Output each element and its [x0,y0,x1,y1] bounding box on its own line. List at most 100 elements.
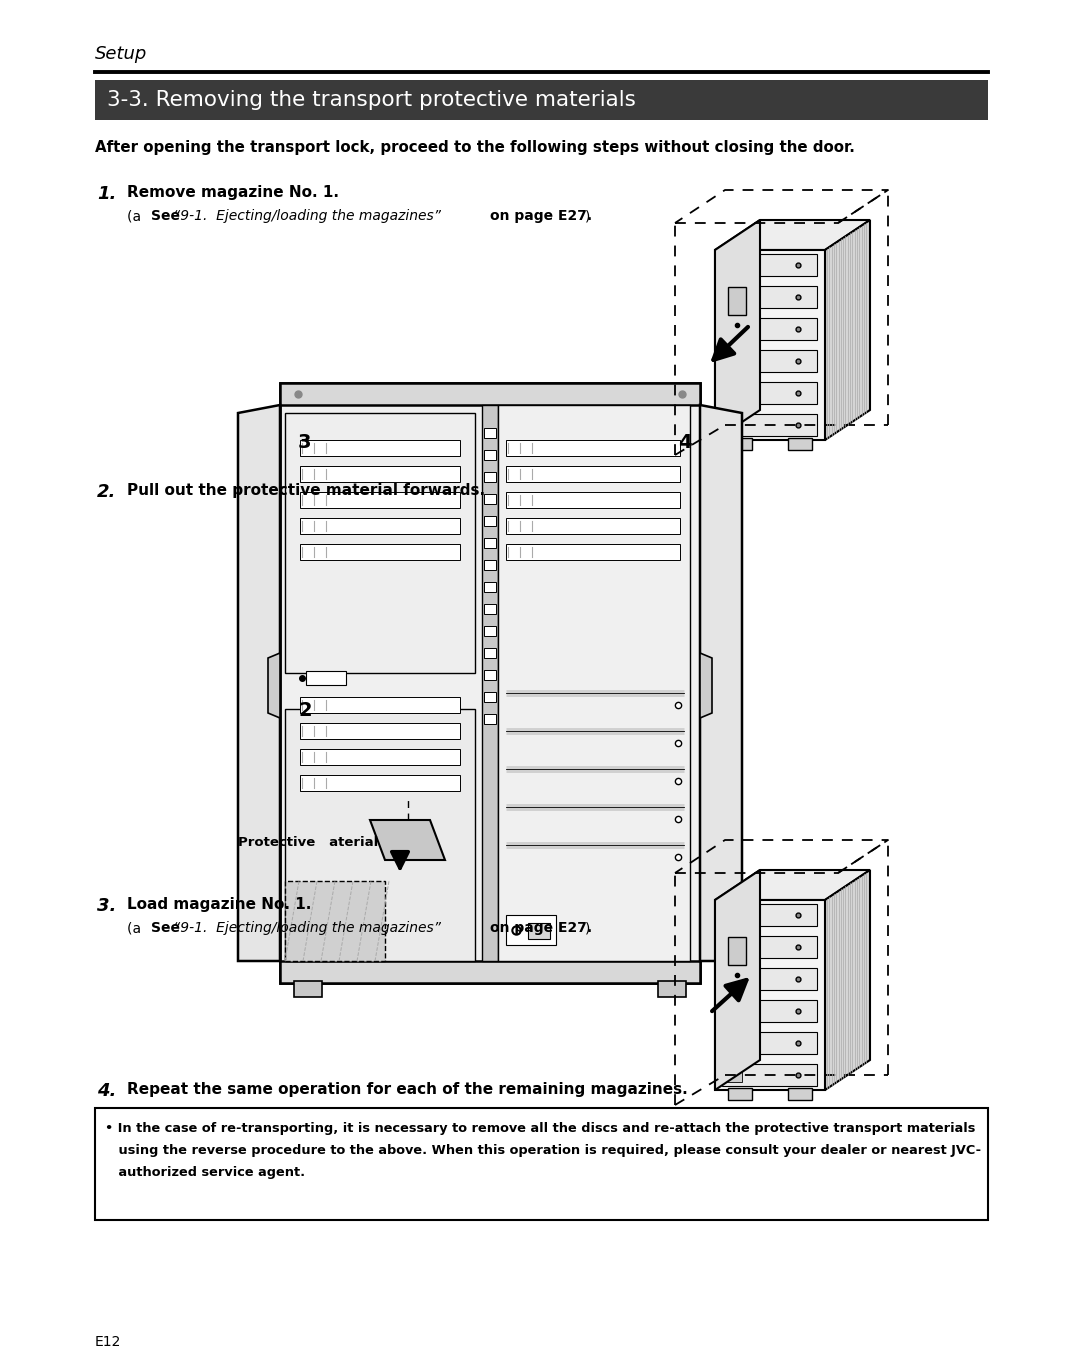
Bar [294,982,322,997]
Bar [484,428,496,437]
Bar [484,604,496,614]
Bar [723,1064,816,1085]
Polygon shape [715,869,870,899]
Text: “9-1.  Ejecting/loading the magazines”: “9-1. Ejecting/loading the magazines” [173,209,449,223]
Polygon shape [825,220,870,440]
Bar [498,405,690,961]
Text: on page E27.: on page E27. [490,209,592,223]
Bar [724,385,742,401]
Polygon shape [715,220,760,440]
Bar [723,968,816,990]
Polygon shape [370,820,445,860]
Text: (a: (a [127,209,150,223]
Bar [528,923,550,939]
Bar [507,440,680,457]
Bar [728,287,746,314]
Bar [723,319,816,340]
Bar [724,290,742,303]
Polygon shape [700,405,742,961]
Polygon shape [715,220,870,250]
Text: E12: E12 [95,1336,121,1349]
Bar [280,961,700,983]
Bar [724,258,742,272]
Polygon shape [268,653,280,718]
Text: • In the case of re-transporting, it is necessary to remove all the discs and re: • In the case of re-transporting, it is … [105,1122,975,1135]
Bar [484,626,496,636]
Bar [484,648,496,658]
Bar [300,697,460,714]
Text: 2: 2 [298,701,312,720]
Bar [484,450,496,461]
Bar [724,418,742,432]
Bar [724,1003,742,1018]
Bar [723,904,816,925]
Bar [723,286,816,308]
Bar [484,493,496,504]
Bar [723,381,816,405]
Bar [300,723,460,740]
Bar [484,582,496,592]
Bar [300,466,460,483]
Text: authorized service agent.: authorized service agent. [105,1166,306,1178]
Polygon shape [715,869,760,1089]
Bar [724,354,742,368]
Bar [95,81,988,120]
Text: Setup: Setup [95,45,147,63]
Bar [484,539,496,548]
Bar [728,1088,752,1100]
Bar [724,940,742,954]
Text: Repeat the same operation for each of the remaining magazines.: Repeat the same operation for each of th… [127,1083,688,1096]
Polygon shape [715,899,825,1089]
Bar [723,936,816,958]
Polygon shape [285,880,384,961]
Bar [724,1068,742,1083]
Polygon shape [238,405,280,961]
Text: Protective   aterial: Protective aterial [238,837,378,849]
Bar [723,1032,816,1054]
Text: using the reverse procedure to the above. When this operation is required, pleas: using the reverse procedure to the above… [105,1144,981,1156]
Bar [724,972,742,986]
Bar [300,749,460,766]
Bar [724,323,742,336]
Bar [723,414,816,436]
Bar [484,560,496,570]
Bar [285,413,475,673]
Text: 3-3. Removing the transport protective materials: 3-3. Removing the transport protective m… [107,90,636,109]
Polygon shape [700,653,712,718]
Bar [788,1088,812,1100]
Bar [280,383,700,983]
Text: 3: 3 [298,433,311,452]
Bar [280,383,700,405]
Bar [723,1001,816,1023]
Bar [484,692,496,703]
Bar [788,437,812,450]
Text: 3.: 3. [97,897,117,915]
Text: Pull out the protective material forwards.: Pull out the protective material forward… [127,483,485,498]
Text: (a: (a [127,921,150,935]
Bar [300,440,460,457]
Bar [723,254,816,276]
Bar [723,350,816,372]
Text: on page E27.: on page E27. [490,921,592,935]
Text: After opening the transport lock, proceed to the following steps without closing: After opening the transport lock, procee… [95,139,855,154]
Text: “9-1.  Ejecting/loading the magazines”: “9-1. Ejecting/loading the magazines” [173,921,449,935]
Bar [724,908,742,921]
Bar [728,437,752,450]
Text: 4: 4 [678,433,691,452]
Bar [507,544,680,560]
Bar [484,714,496,725]
Bar [285,709,475,961]
Bar [482,405,498,961]
Text: Remove magazine No. 1.: Remove magazine No. 1. [127,185,339,200]
Bar [484,670,496,679]
Bar [484,472,496,483]
Bar [658,982,686,997]
Bar [484,515,496,526]
Bar [95,1109,988,1219]
Text: 2.: 2. [97,483,117,500]
Text: See: See [151,209,180,223]
Bar [300,518,460,534]
Text: Load magazine No. 1.: Load magazine No. 1. [127,897,311,912]
Text: See: See [151,921,180,935]
Polygon shape [825,869,870,1089]
